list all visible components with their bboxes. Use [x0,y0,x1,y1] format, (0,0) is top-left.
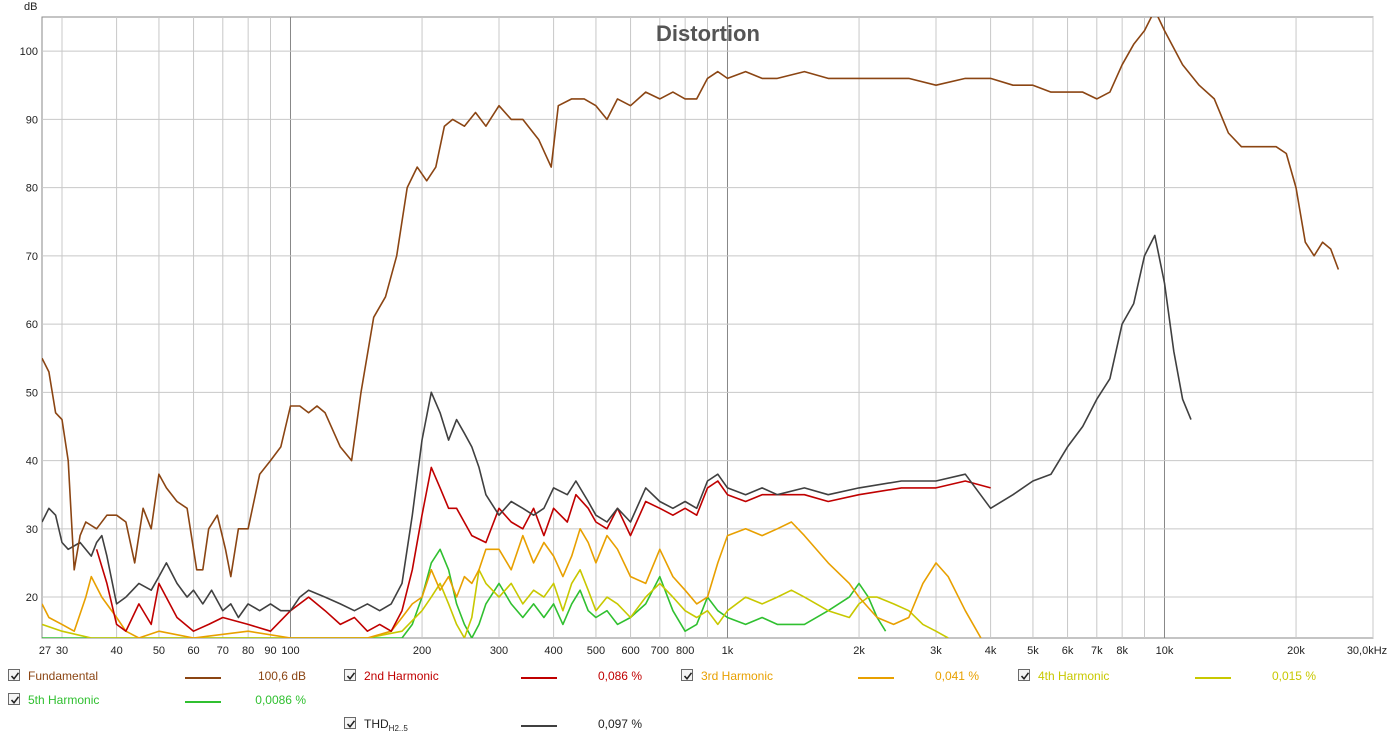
legend-series-subscript: H2..5 [388,724,408,733]
y-tick-label: 70 [26,251,38,263]
checkmark-icon [10,696,20,705]
y-axis-label: dB [24,1,37,13]
legend-label: THDH2..5 [364,717,408,733]
y-tick-label: 90 [26,114,38,126]
legend-value: 100,6 dB [257,669,306,683]
legend-item-4th-harmonic: 4th Harmonic 0,015 % [1018,668,1338,686]
y-tick-label: 80 [26,183,38,195]
checkmark-icon [683,672,693,681]
y-tick-label: 20 [26,592,38,604]
x-tick-label: 4k [985,645,997,657]
legend-series-name: 4th Harmonic [1038,669,1110,683]
checkmark-icon [346,672,356,681]
legend-checkbox-3rd-harmonic[interactable] [681,669,693,681]
legend-checkbox-fundamental[interactable] [8,669,20,681]
x-tick-label: 60 [187,645,199,657]
legend-swatch [858,677,894,679]
axes: 20 30 40 50 60 70 80 90 100 dB 27 30 40 50 60 70 80 90 100… [20,1,1388,657]
x-tick-label: 27 [39,645,51,657]
x-tick-label: 30,0kHz [1347,645,1387,657]
legend-checkbox-thd[interactable] [344,717,356,729]
x-tick-label: 50 [153,645,165,657]
x-tick-label: 600 [621,645,639,657]
legend-value: 0,086 % [597,669,642,683]
checkmark-icon [346,720,356,729]
y-tick-label: 100 [20,46,38,58]
x-tick-label: 200 [413,645,431,657]
x-tick-label: 10k [1156,645,1174,657]
x-tick-label: 100 [281,645,299,657]
x-tick-label: 400 [544,645,562,657]
x-tick-label: 800 [676,645,694,657]
legend-label: 4th Harmonic [1038,669,1109,683]
distortion-chart: 20 30 40 50 60 70 80 90 100 dB 27 30 40 50 60 70 80 90 100… [20,1,1388,657]
x-tick-label: 80 [242,645,254,657]
legend-checkbox-5th-harmonic[interactable] [8,693,20,705]
x-tick-label: 3k [930,645,942,657]
y-tick-label: 40 [26,456,38,468]
x-tick-label: 20k [1287,645,1305,657]
series-line-4th-harmonic [42,569,949,638]
legend-series-name: 3rd Harmonic [701,669,774,683]
legend-swatch [521,677,557,679]
x-tick-label: 7k [1091,645,1103,657]
legend-label: 3rd Harmonic [701,669,773,683]
legend-item-3rd-harmonic: 3rd Harmonic 0,041 % [681,668,1001,686]
x-tick-label: 6k [1062,645,1074,657]
series-line-fundamental [42,17,1340,578]
x-tick-label: 300 [490,645,508,657]
legend-value: 0,041 % [934,669,979,683]
y-tick-label: 30 [26,524,38,536]
x-tick-label: 700 [651,645,669,657]
legend-swatch [521,725,557,727]
legend-value: 0,0086 % [255,693,306,707]
legend-value: 0,097 % [597,717,642,731]
x-tick-label: 2k [853,645,865,657]
legend-item-5th-harmonic: 5th Harmonic 0,0086 % [8,692,328,710]
series-line-thd [42,234,1192,619]
legend-series-name: Fundamental [28,669,99,683]
x-tick-label: 30 [56,645,68,657]
y-tick-label: 50 [26,387,38,399]
checkmark-icon [1020,672,1030,681]
legend-label: 2nd Harmonic [364,669,439,683]
legend-series-name: 5th Harmonic [28,693,100,707]
legend-item-2nd-harmonic: 2nd Harmonic 0,086 % [344,668,664,686]
chart-title: Distortion [656,21,760,46]
legend-swatch [185,701,221,703]
x-tick-label: 1k [722,645,734,657]
legend-label: Fundamental [28,669,98,683]
x-tick-label: 5k [1027,645,1039,657]
legend-series-name: 2nd Harmonic [364,669,439,683]
legend-value: 0,015 % [1271,669,1316,683]
legend-swatch [1195,677,1231,679]
grid [41,16,1374,639]
series-line-3rd-harmonic [42,521,982,638]
x-tick-label: 8k [1116,645,1128,657]
series-layer [42,17,1340,638]
x-tick-label: 70 [217,645,229,657]
legend: Fundamental 100,6 dB 2nd Harmonic 0,086 % 3r… [0,664,1395,737]
checkmark-icon [10,672,20,681]
x-tick-label: 90 [264,645,276,657]
legend-item-fundamental: Fundamental 100,6 dB [8,668,328,686]
series-line-5th-harmonic [42,548,887,638]
legend-item-thd: THDH2..5 0,097 % [344,716,664,734]
legend-checkbox-4th-harmonic[interactable] [1018,669,1030,681]
x-tick-label: 40 [110,645,122,657]
y-tick-label: 60 [26,319,38,331]
legend-label: 5th Harmonic [28,693,99,707]
series-line-2nd-harmonic [95,466,991,632]
legend-series-name: THD [364,717,389,731]
legend-checkbox-2nd-harmonic[interactable] [344,669,356,681]
legend-swatch [185,677,221,679]
x-tick-label: 500 [587,645,605,657]
